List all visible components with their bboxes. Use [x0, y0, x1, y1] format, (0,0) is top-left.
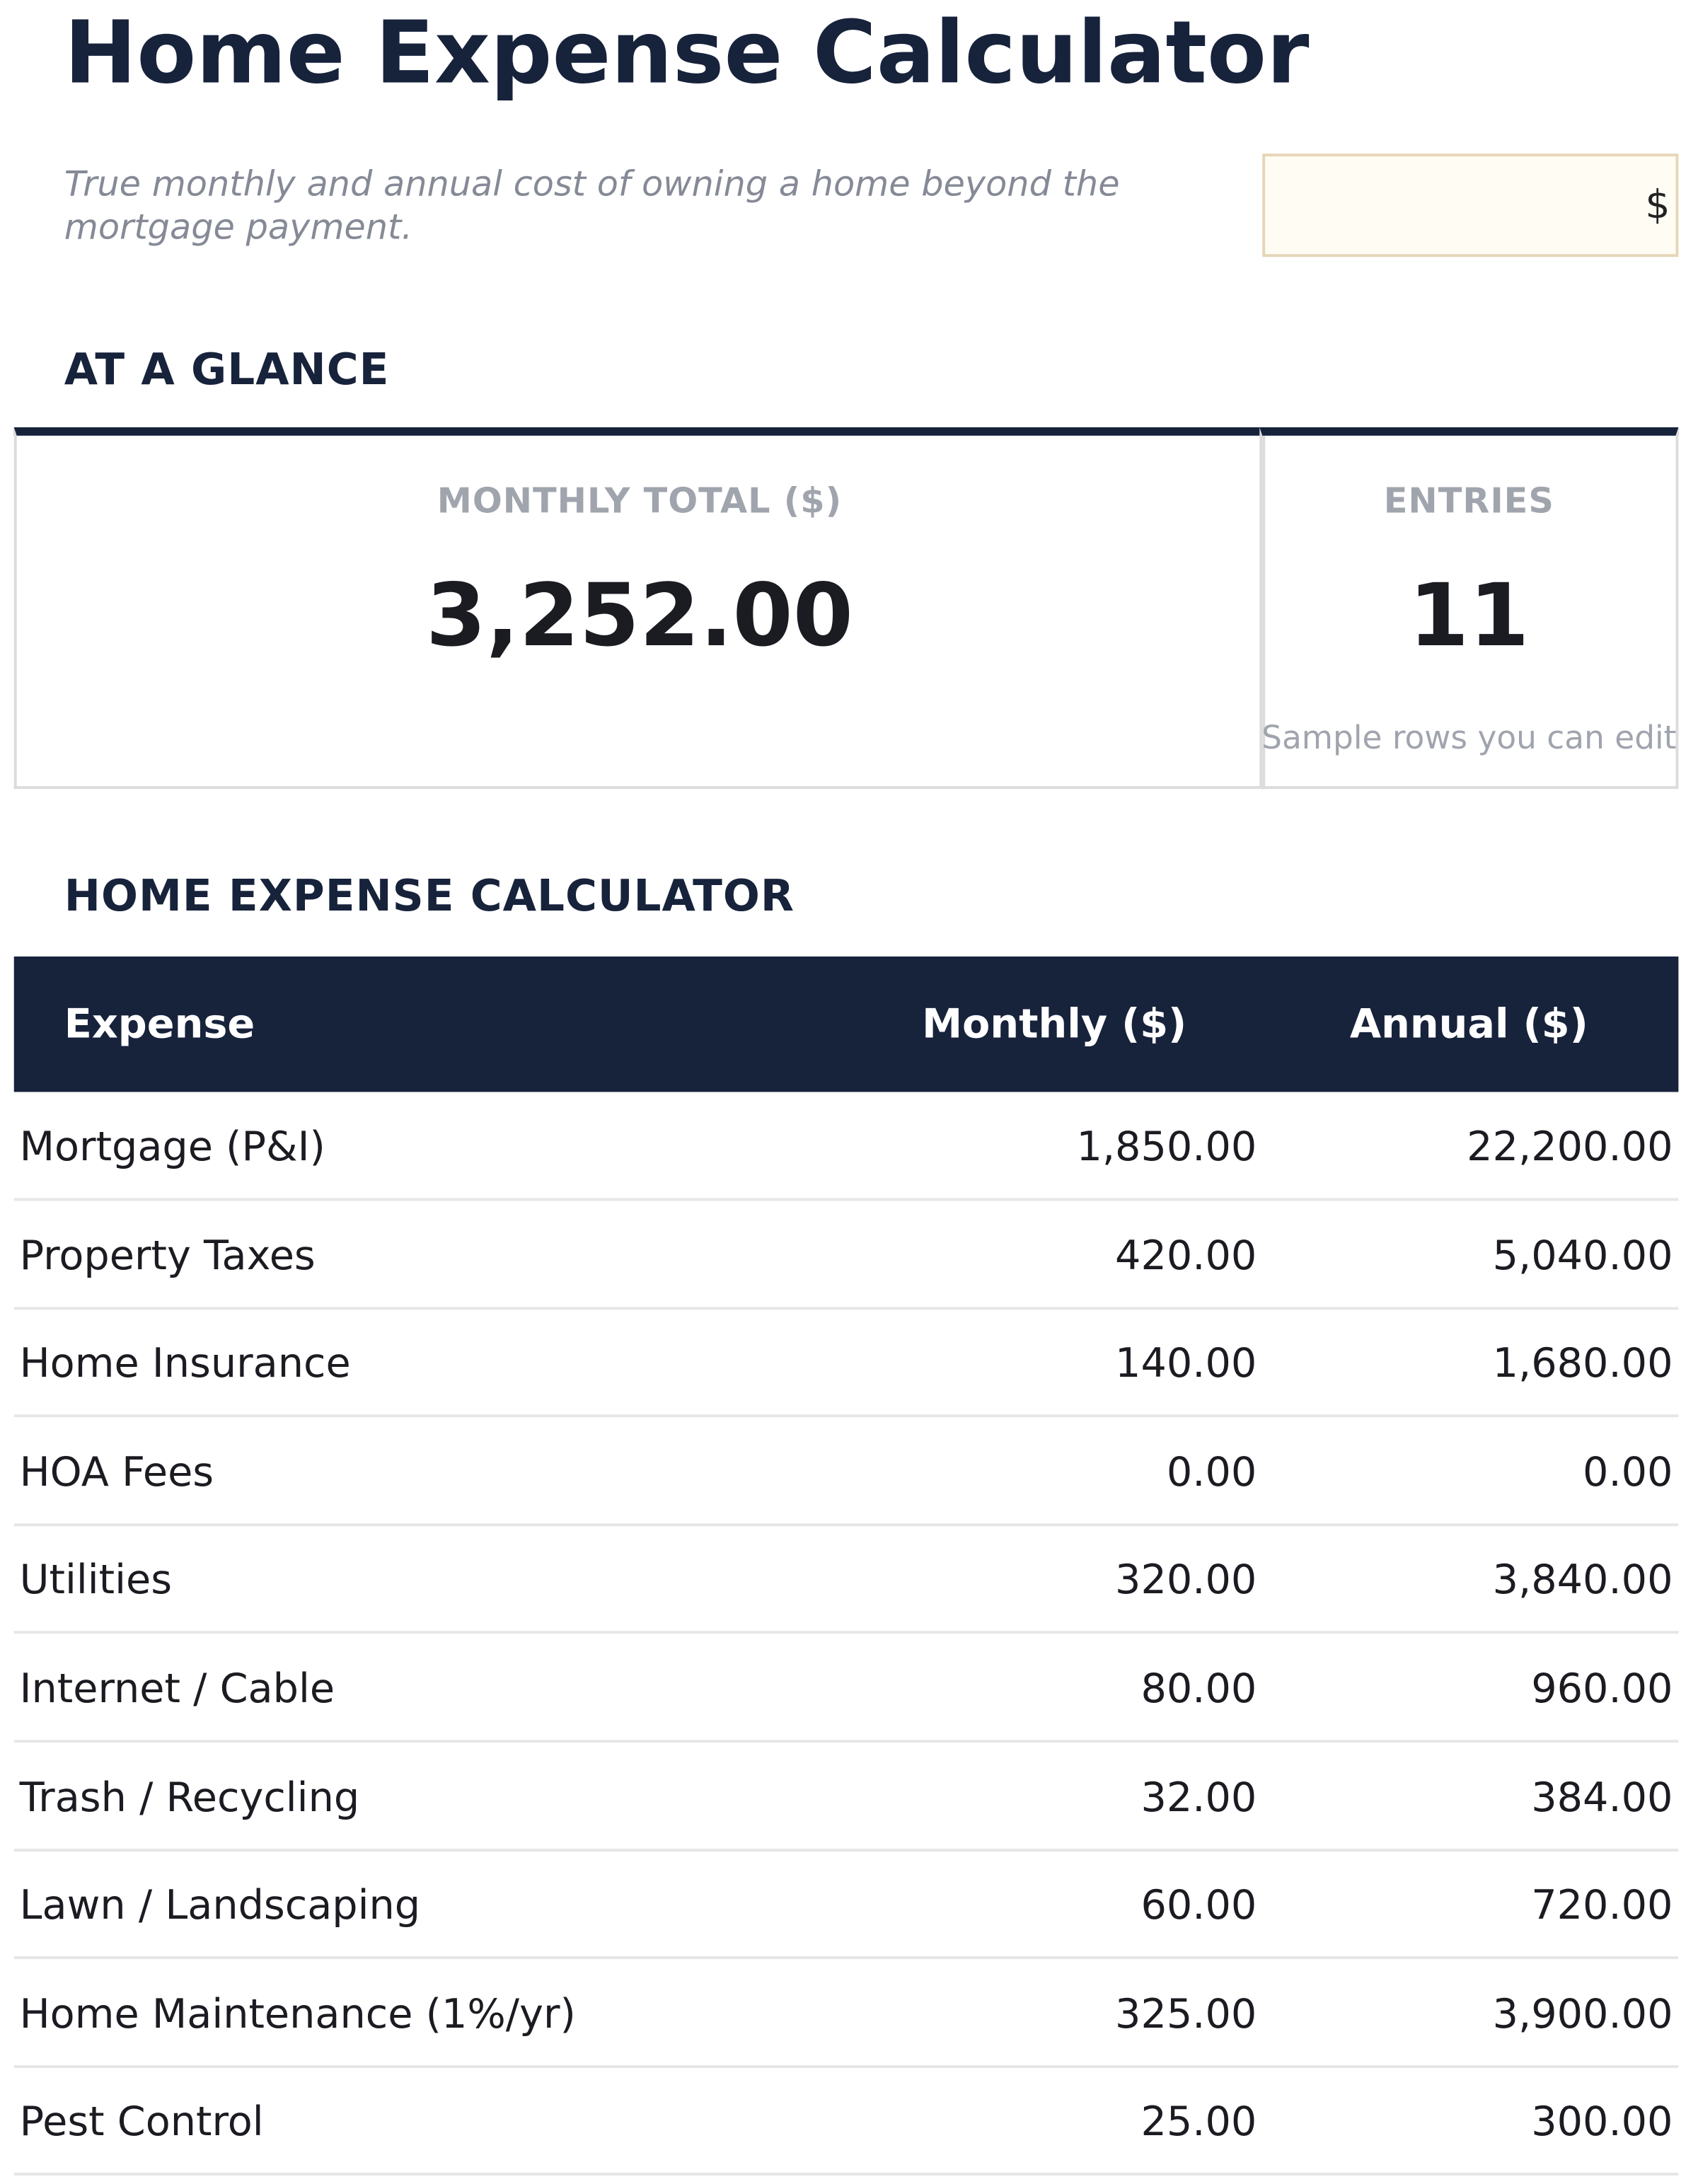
- expense-name: Home Insurance: [19, 1339, 351, 1387]
- stat-note: Sample rows you can edit: [1261, 720, 1677, 757]
- table-row: Utilities 320.00 3,840.00: [13, 1525, 1679, 1634]
- expense-name: Pest Control: [19, 2098, 264, 2146]
- page-title: Home Expense Calculator: [64, 1, 1310, 104]
- table-row: Pest Control 25.00 300.00: [13, 2067, 1679, 2176]
- expense-name: Property Taxes: [19, 1231, 316, 1279]
- table-row: Mortgage (P&I) 1,850.00 22,200.00: [13, 1092, 1679, 1201]
- table-row: Lawn / Landscaping 60.00 720.00: [13, 1851, 1679, 1960]
- annual-cell: 22,200.00: [1467, 1122, 1673, 1170]
- stat-card: ENTRIES 11 Sample rows you can edit: [1259, 427, 1679, 790]
- monthly-cell: 80.00: [1140, 1664, 1257, 1712]
- column-header: Monthly ($): [922, 1000, 1187, 1048]
- stat-value: 3,252.00: [426, 564, 853, 666]
- annual-cell: 0.00: [1583, 1448, 1673, 1496]
- input-prefix: $: [1645, 181, 1670, 228]
- expense-name: HOA Fees: [19, 1448, 214, 1496]
- stat-value: 11: [1409, 564, 1530, 666]
- expense-name: Trash / Recycling: [19, 1772, 360, 1820]
- annual-cell: 960.00: [1531, 1664, 1673, 1712]
- stat-label: MONTHLY TOTAL ($): [437, 480, 843, 521]
- monthly-cell: 25.00: [1140, 2098, 1257, 2146]
- column-header: Annual ($): [1349, 1000, 1588, 1048]
- monthly-cell: 325.00: [1115, 1989, 1257, 2038]
- annual-cell: 300.00: [1531, 2098, 1673, 2146]
- annual-cell: 3,900.00: [1492, 1989, 1673, 2038]
- annual-cell: 1,680.00: [1492, 1339, 1673, 1387]
- table-row: Home Maintenance (1%/yr) 325.00 3,900.00: [13, 1959, 1679, 2068]
- monthly-cell: 0.00: [1166, 1448, 1257, 1496]
- column-header: Expense: [64, 1000, 255, 1048]
- section-heading: HOME EXPENSE CALCULATOR: [64, 871, 795, 922]
- table-row: Property Taxes 420.00 5,040.00: [13, 1201, 1679, 1310]
- table-header: Expense Monthly ($) Annual ($): [13, 956, 1679, 1092]
- expense-name: Utilities: [19, 1556, 173, 1604]
- annual-cell: 384.00: [1531, 1772, 1673, 1820]
- expense-name: Mortgage (P&I): [19, 1122, 325, 1170]
- monthly-cell: 60.00: [1140, 1880, 1257, 1929]
- table-row: Trash / Recycling 32.00 384.00: [13, 1742, 1679, 1851]
- annual-cell: 3,840.00: [1492, 1556, 1673, 1604]
- monthly-cell: 32.00: [1140, 1772, 1257, 1820]
- monthly-cell: 140.00: [1115, 1339, 1257, 1387]
- table-row: HOA Fees 0.00 0.00: [13, 1417, 1679, 1526]
- currency-input[interactable]: $: [1262, 154, 1679, 258]
- stat-label: ENTRIES: [1383, 480, 1554, 521]
- expense-name: Internet / Cable: [19, 1664, 335, 1712]
- monthly-cell: 1,850.00: [1076, 1122, 1257, 1170]
- expense-name: Home Maintenance (1%/yr): [19, 1989, 576, 2038]
- stat-card: MONTHLY TOTAL ($) 3,252.00: [13, 427, 1266, 790]
- subtitle: True monthly and annual cost of owning a…: [64, 163, 1120, 248]
- monthly-cell: 420.00: [1115, 1231, 1257, 1279]
- annual-cell: 720.00: [1531, 1880, 1673, 1929]
- table-row: Home Insurance 140.00 1,680.00: [13, 1309, 1679, 1418]
- annual-cell: 5,040.00: [1492, 1231, 1673, 1279]
- table-row: Internet / Cable 80.00 960.00: [13, 1634, 1679, 1743]
- section-heading: AT A GLANCE: [64, 345, 390, 395]
- monthly-cell: 320.00: [1115, 1556, 1257, 1604]
- expense-name: Lawn / Landscaping: [19, 1880, 421, 1929]
